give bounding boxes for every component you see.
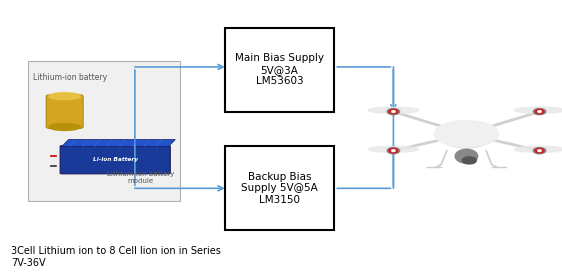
Ellipse shape [389,148,398,153]
Ellipse shape [444,131,489,148]
Ellipse shape [387,109,400,115]
Polygon shape [62,140,175,146]
Ellipse shape [387,148,400,154]
Ellipse shape [392,111,395,112]
FancyBboxPatch shape [28,61,180,201]
Text: Lithium-ion battery
module: Lithium-ion battery module [107,171,174,184]
Ellipse shape [434,121,499,147]
Ellipse shape [49,123,80,131]
FancyBboxPatch shape [46,95,83,128]
Text: Backup Bias
Supply 5V@5A
LM3150: Backup Bias Supply 5V@5A LM3150 [241,172,318,205]
FancyBboxPatch shape [225,28,334,112]
FancyBboxPatch shape [60,146,170,174]
Ellipse shape [368,146,419,152]
Ellipse shape [368,107,419,113]
Ellipse shape [455,149,478,163]
Ellipse shape [49,93,80,100]
Ellipse shape [535,109,544,114]
Ellipse shape [533,148,546,154]
Text: Li-ion Battery: Li-ion Battery [93,157,138,162]
Ellipse shape [538,111,541,112]
Ellipse shape [538,150,541,151]
Ellipse shape [514,107,562,113]
Text: Main Bias Supply
5V@3A
LM53603: Main Bias Supply 5V@3A LM53603 [235,53,324,86]
Ellipse shape [462,157,476,164]
Text: 3Cell Lithium ion to 8 Cell lion ion in Series
7V-36V: 3Cell Lithium ion to 8 Cell lion ion in … [11,246,221,268]
Ellipse shape [533,109,546,115]
Text: Lithium-ion battery: Lithium-ion battery [33,73,107,81]
FancyBboxPatch shape [225,146,334,230]
Ellipse shape [389,109,398,114]
Ellipse shape [535,148,544,153]
Ellipse shape [392,150,395,151]
Ellipse shape [514,146,562,152]
